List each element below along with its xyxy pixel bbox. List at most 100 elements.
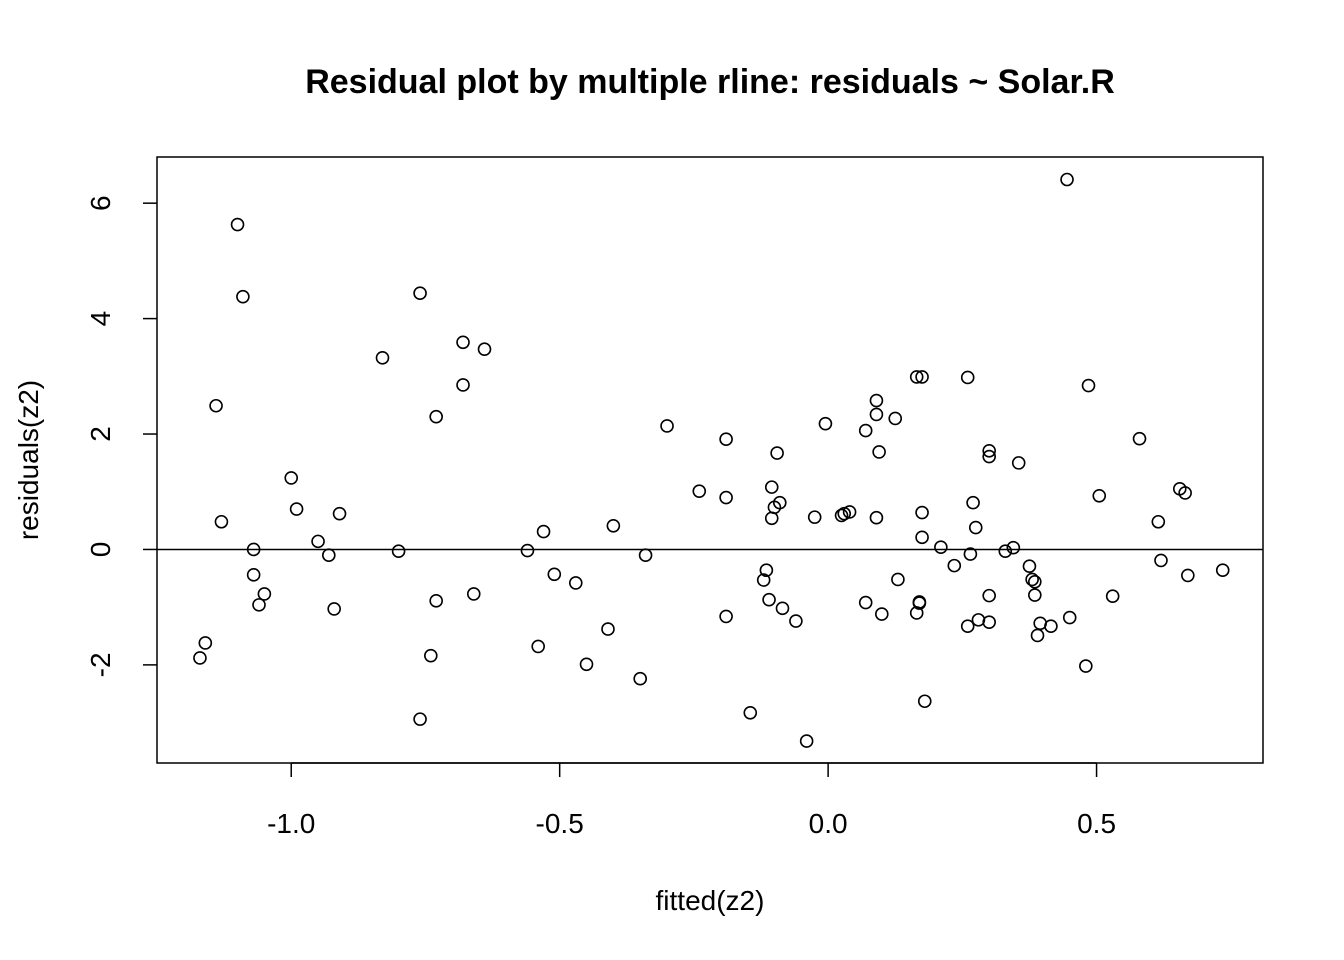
data-point — [775, 601, 790, 616]
y-tick-label: 6 — [85, 195, 116, 211]
data-point — [1105, 589, 1120, 604]
data-point — [692, 484, 707, 498]
data-point — [799, 734, 814, 748]
data-point — [759, 563, 774, 578]
data-point — [391, 544, 406, 558]
y-tick-label: 0 — [85, 542, 116, 558]
data-point — [209, 398, 223, 413]
data-point — [1011, 456, 1026, 470]
data-point — [915, 530, 929, 545]
data-point — [947, 558, 962, 573]
data-point — [963, 547, 978, 561]
data-point — [966, 495, 980, 510]
data-point — [375, 351, 390, 365]
x-tick-label: 0.5 — [1077, 808, 1116, 839]
data-point — [1132, 431, 1147, 446]
y-tick-label: 2 — [85, 426, 116, 442]
data-point — [982, 615, 996, 629]
data-point — [284, 471, 299, 485]
data-point — [252, 598, 266, 612]
chart-title: Residual plot by multiple rline: residua… — [305, 63, 1115, 101]
data-point — [660, 419, 674, 433]
data-point — [764, 480, 779, 494]
data-point — [547, 567, 562, 582]
data-point — [960, 619, 975, 634]
data-point — [869, 393, 884, 408]
data-point — [257, 587, 272, 601]
data-point — [770, 446, 784, 460]
data-point — [1060, 172, 1074, 187]
x-axis-label: fitted(z2) — [656, 885, 765, 916]
data-point — [968, 520, 983, 535]
data-point — [332, 506, 347, 521]
data-point — [1044, 619, 1058, 634]
data-point — [1062, 610, 1077, 625]
y-tick-label: -2 — [85, 652, 116, 677]
data-point — [858, 595, 873, 610]
data-point — [1092, 488, 1107, 503]
data-point — [719, 490, 733, 505]
data-point — [246, 542, 261, 557]
data-point — [807, 510, 822, 524]
data-point — [456, 378, 470, 392]
data-point — [601, 622, 615, 636]
data-point — [520, 543, 535, 558]
data-point — [837, 506, 852, 521]
data-point — [1022, 559, 1037, 573]
data-point — [934, 540, 948, 554]
data-point — [756, 573, 771, 587]
data-point — [413, 712, 427, 726]
data-point — [289, 502, 304, 516]
data-point — [214, 514, 229, 529]
x-tick-label: -1.0 — [267, 808, 315, 839]
data-point — [719, 609, 733, 624]
data-point — [869, 510, 884, 525]
data-point — [579, 657, 594, 672]
data-point — [772, 495, 787, 510]
data-point — [1181, 568, 1195, 583]
y-axis: -2 0 2 4 6 — [85, 195, 157, 677]
x-tick-label: -0.5 — [536, 808, 584, 839]
data-point — [327, 602, 341, 616]
y-axis-label: residuals(z2) — [13, 380, 44, 540]
x-axis: -1.0 -0.5 0.0 0.5 — [267, 762, 1116, 839]
data-point — [429, 409, 443, 424]
data-point — [915, 370, 929, 384]
data-point — [762, 592, 776, 607]
data-point — [982, 443, 996, 458]
data-point — [888, 411, 903, 426]
data-point — [719, 432, 733, 447]
data-point — [872, 445, 886, 459]
x-tick-label: 0.0 — [809, 808, 848, 839]
data-point — [1079, 659, 1093, 673]
data-point — [536, 524, 551, 539]
data-point — [531, 639, 545, 654]
data-point — [915, 505, 929, 520]
data-point — [743, 705, 758, 720]
data-point — [982, 449, 996, 464]
data-point — [1028, 574, 1042, 589]
data-point — [413, 286, 427, 301]
data-point — [869, 407, 884, 422]
data-point — [1030, 628, 1045, 643]
data-point — [834, 508, 849, 523]
data-point — [1154, 553, 1168, 568]
plot-frame — [156, 156, 1264, 764]
data-point — [1025, 572, 1039, 587]
data-point — [842, 505, 857, 519]
data-point — [971, 613, 986, 627]
data-point — [311, 534, 325, 549]
data-point — [982, 588, 996, 603]
data-point — [322, 548, 336, 563]
data-point — [960, 370, 975, 385]
data-point — [638, 548, 653, 563]
data-point — [246, 568, 261, 582]
data-point — [818, 416, 833, 431]
data-point — [193, 651, 207, 665]
data-point — [1151, 514, 1166, 529]
data-point — [875, 607, 889, 621]
data-point — [917, 694, 932, 709]
data-point — [891, 572, 905, 587]
data-point — [456, 335, 470, 350]
data-point — [1215, 563, 1230, 578]
